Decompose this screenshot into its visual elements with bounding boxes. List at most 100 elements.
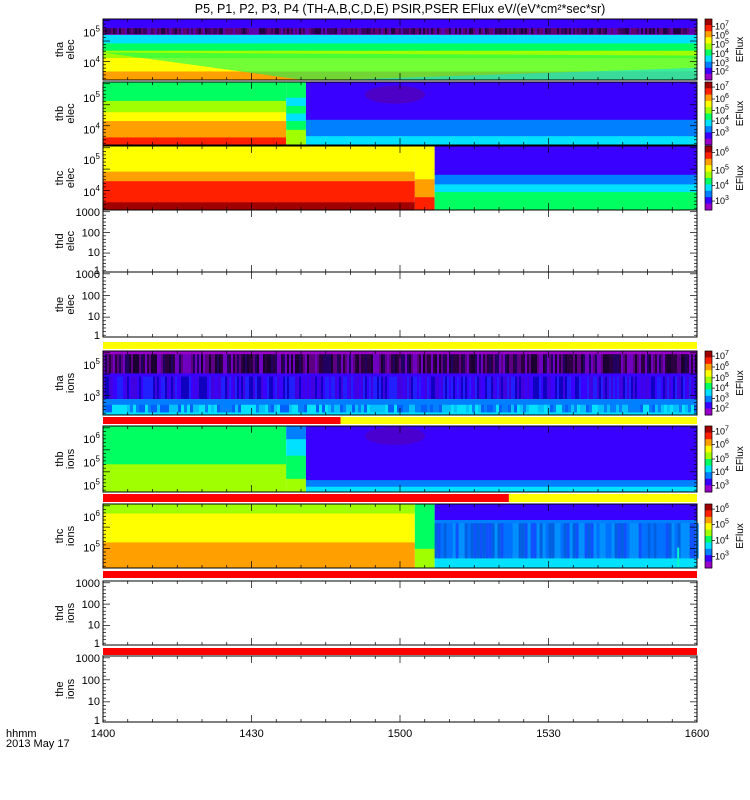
colorbar-segment: [705, 548, 712, 556]
spectrogram-noise-column: [279, 28, 281, 35]
spectrogram-noise-column: [526, 404, 529, 413]
spectrogram-noise-column: [475, 404, 478, 413]
spectrogram-noise-column: [667, 404, 670, 413]
spectrogram-noise-column: [511, 354, 513, 374]
spectrogram-band: [103, 34, 697, 44]
spectrogram-noise-column: [572, 523, 576, 559]
spectrogram-noise-column: [357, 376, 359, 399]
spectrogram-noise-column: [667, 376, 669, 399]
spectrogram-band: [103, 399, 697, 408]
spectrogram-noise-column: [584, 523, 588, 559]
spectrogram-noise-column: [169, 404, 172, 413]
spectrogram-noise-column: [113, 354, 115, 374]
spectrogram-noise-column: [379, 376, 381, 399]
spectrogram-noise-column: [423, 28, 425, 35]
spectrogram-noise-column: [459, 28, 461, 35]
spectrogram-noise-column: [671, 523, 675, 559]
spectrogram-noise-column: [299, 354, 301, 374]
spectrogram-noise-column: [385, 404, 388, 413]
colorbar-tick-label: 103: [715, 126, 729, 137]
spectrogram-noise-column: [445, 28, 447, 35]
spectrogram-noise-column: [545, 523, 549, 559]
spectrogram-noise-column: [123, 354, 125, 374]
spectrogram-noise-column: [349, 28, 351, 35]
spectrogram-noise-column: [597, 376, 599, 399]
spectrogram-noise-column: [491, 28, 493, 35]
spectrogram-noise-column: [637, 404, 640, 413]
spectrogram-noise-column: [377, 354, 379, 374]
spectrogram-noise-column: [285, 28, 287, 35]
spectrogram-noise-column: [633, 354, 635, 374]
spectrogram-noise-column: [207, 376, 209, 399]
colorbar-segment: [705, 452, 712, 460]
spectrogram-noise-column: [400, 404, 403, 413]
spectrogram-noise-column: [219, 354, 221, 374]
spectrogram-noise-column: [668, 523, 672, 559]
y-tick-label: 105: [83, 540, 100, 555]
colorbar-frame: [704, 18, 713, 81]
spectrogram-noise-column: [521, 376, 523, 399]
spectrogram-noise-column: [115, 354, 117, 374]
spectrogram-noise-column: [211, 404, 214, 413]
colorbar-label: EFlux: [735, 370, 746, 396]
spectrogram-noise-column: [227, 354, 229, 374]
spectrogram-noise-column: [385, 28, 387, 35]
spectrogram-noise-column: [331, 404, 334, 413]
spectrogram-band: [414, 197, 435, 211]
spectrogram-noise-column: [364, 404, 367, 413]
spectrogram-noise-column: [533, 354, 535, 374]
x-axis-label-date: 2013 May 17: [6, 738, 70, 750]
spectrogram-noise-column: [313, 404, 316, 413]
spectrogram-noise-column: [687, 28, 689, 35]
spectrogram-noise-column: [627, 28, 629, 35]
spectrogram-noise-column: [688, 404, 691, 413]
spectrogram-noise-column: [283, 376, 285, 399]
y-tick-label: 1: [94, 638, 100, 650]
spectrogram-noise-column: [679, 354, 681, 374]
spectrogram-noise-column: [608, 523, 612, 559]
spectrogram-noise-column: [417, 28, 419, 35]
spectrogram-noise-column: [311, 354, 313, 374]
spectrogram-noise-column: [587, 523, 591, 559]
spectrogram-noise-column: [415, 28, 417, 35]
spectrogram-noise-column: [268, 404, 271, 413]
spectrogram-band: [286, 447, 306, 457]
spectrogram-noise-column: [637, 376, 639, 399]
spectrogram-noise-column: [381, 354, 383, 374]
spectrogram-noise-column: [567, 28, 569, 35]
spectrogram-noise-column: [491, 376, 493, 399]
spectrogram-noise-column: [223, 404, 226, 413]
spectrogram-noise-column: [235, 376, 237, 399]
spectrogram-noise-column: [171, 28, 173, 35]
spectrogram-noise-column: [305, 354, 307, 374]
spectrogram-noise-column: [437, 354, 439, 374]
spectrogram-band: [434, 199, 697, 211]
spectrogram-noise-column: [453, 354, 455, 374]
colorbar-tick-label: 103: [715, 550, 729, 561]
colorbar-tick-label: 104: [715, 534, 729, 545]
colorbar-label: EFlux: [735, 37, 746, 63]
spectrogram-noise-column: [202, 404, 205, 413]
spectrogram-noise-column: [199, 404, 202, 413]
spectrogram-noise-column: [352, 404, 355, 413]
spectrogram-noise-column: [689, 523, 693, 559]
spectrogram-noise-column: [556, 404, 559, 413]
spectrogram-noise-column: [147, 354, 149, 374]
spectrogram-noise-column: [635, 28, 637, 35]
spectrogram-noise-column: [669, 376, 671, 399]
spectrogram-noise-column: [381, 28, 383, 35]
spectrogram-noise-column: [251, 354, 253, 374]
spectrogram-noise-column: [629, 523, 633, 559]
spectrogram-noise-column: [185, 376, 187, 399]
panel-label-species: ions: [65, 525, 77, 546]
spectrogram-noise-column: [617, 28, 619, 35]
y-tick-label: 10: [88, 247, 100, 259]
spectrogram-noise-column: [471, 354, 473, 374]
colorbar-tick-label: 106: [715, 93, 729, 104]
spectrogram-noise-column: [554, 523, 558, 559]
colorbar-tick-label: 102: [715, 65, 729, 76]
spectrogram-noise-column: [327, 354, 329, 374]
spectrogram-noise-column: [121, 404, 124, 413]
spectrogram-noise-column: [501, 376, 503, 399]
